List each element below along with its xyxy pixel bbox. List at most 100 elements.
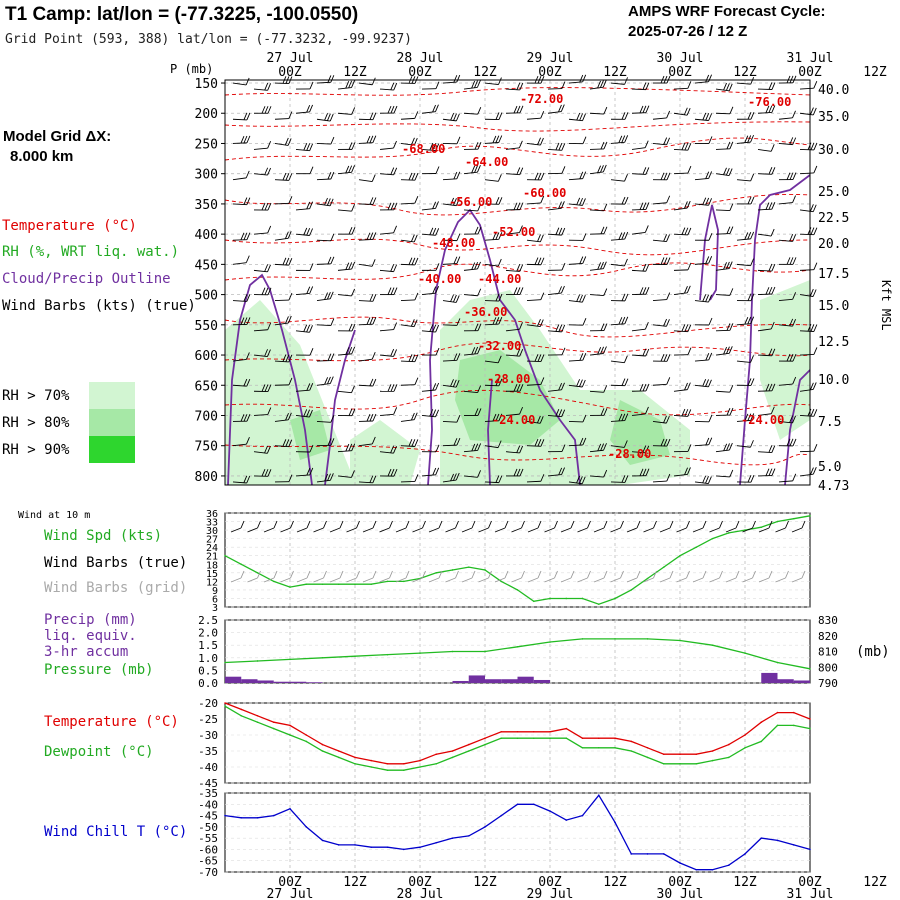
rh80-swatch: [89, 409, 135, 436]
wind-barb: [316, 136, 335, 145]
wind-barb: [757, 348, 776, 357]
legend-wind-barbs-true: Wind Barbs (true): [44, 555, 188, 571]
time-tick-bottom: 00Z: [538, 875, 562, 890]
wind-barb: [757, 383, 776, 392]
wind-barb: [253, 202, 272, 211]
rh-shade-7: [290, 410, 330, 460]
temp-contour-3: [224, 193, 811, 216]
dewpoint-line-point: [370, 766, 373, 768]
wind-barb: [694, 437, 713, 447]
wind-barb: [358, 135, 377, 144]
grid-barb: [247, 570, 261, 583]
temp-tick: -25: [198, 713, 218, 726]
wind-barb: [631, 287, 650, 296]
wind-barb: [568, 197, 586, 206]
wind-speed-line-point: [809, 515, 811, 517]
temp-contour-label: -56.00: [449, 195, 492, 209]
pressure-tick: 250: [195, 137, 218, 152]
wind-speed-line-point: [549, 597, 551, 600]
wind-barb: [589, 443, 607, 453]
wind-barb: [379, 225, 397, 235]
wind-barb: [295, 409, 313, 418]
wind-speed-line-point: [386, 580, 389, 583]
time-tick-top: 12Z: [343, 65, 367, 80]
precip-tick: 1.5: [198, 639, 218, 652]
wind-barb: [631, 468, 650, 477]
wind-barb: [631, 383, 650, 392]
dewpoint-line-point: [386, 769, 389, 771]
wind-barb: [316, 197, 334, 207]
wind-barb: [442, 136, 461, 145]
wind-barb: [274, 354, 293, 363]
wind-speed-line-point: [451, 569, 454, 571]
wind-barb: [673, 467, 691, 477]
temp-contour-7: [224, 342, 811, 362]
wind-barb: [484, 258, 502, 267]
height-tick: 20.0: [818, 237, 849, 252]
wind-barb: [610, 316, 629, 326]
precip-bar: [225, 676, 242, 683]
grid-barb: [230, 570, 245, 583]
wind-barb: [295, 81, 314, 90]
wind-barb: [526, 318, 544, 327]
wind-chill-line-point: [549, 810, 551, 812]
chill-tick: -40: [198, 798, 218, 811]
wind-barb: [526, 474, 545, 483]
wind-barb: [568, 171, 587, 181]
wind-barb: [442, 113, 460, 122]
wind-barb: [673, 142, 692, 151]
wind-barb: [442, 414, 461, 423]
time-tick-top: 12Z: [733, 65, 757, 80]
wind-barb: [295, 444, 314, 453]
wind-barb: [253, 384, 272, 393]
wind-barb: [463, 385, 482, 393]
grid-barb: [676, 570, 690, 583]
grid-barb: [445, 570, 459, 583]
chill-tick: -70: [198, 866, 218, 879]
wind-barb: [505, 445, 524, 454]
wind-barb: [526, 438, 545, 447]
wind-barb: [694, 197, 712, 206]
wind-barb: [610, 135, 629, 144]
precip-bar: [452, 680, 469, 683]
wind-barb: [652, 415, 670, 424]
wind-barb: [631, 263, 650, 272]
surface-barb: [412, 520, 426, 533]
wind-barb: [274, 412, 292, 422]
wind-barb: [316, 256, 335, 265]
wind-barb: [274, 439, 293, 448]
wind-chill-line-point: [679, 862, 681, 864]
pressure-line-point: [809, 668, 811, 670]
dewpoint-line-point: [614, 747, 616, 749]
wind-barb: [715, 141, 734, 150]
wind-barb: [631, 202, 650, 211]
grid-barb: [626, 570, 641, 583]
rh-shade-4: [480, 375, 530, 425]
pressure-tick: 500: [195, 289, 218, 304]
wind-barb: [652, 473, 671, 483]
time-tick-bottom: 12Z: [473, 875, 497, 890]
wind-speed-line-point: [679, 554, 681, 557]
wind-barb: [253, 349, 271, 358]
temp-contour-label: -28.00: [487, 372, 530, 386]
cloud-outline-5: [739, 174, 811, 486]
wind-barb: [400, 111, 419, 120]
wind-barb: [358, 77, 376, 86]
wind-barb: [778, 473, 797, 483]
height-tick: 35.0: [818, 110, 849, 125]
wind-barb: [778, 415, 796, 424]
temp-tick: -20: [198, 697, 218, 710]
wind-barb: [337, 288, 355, 297]
wind-barb: [484, 440, 502, 449]
dewpoint-line-point: [727, 756, 730, 759]
dewpoint-line-point: [224, 705, 226, 707]
wind-chill-line-point: [402, 848, 405, 851]
temp-contour-label: -48.00: [432, 236, 475, 250]
wind-barb: [631, 225, 649, 235]
wind-barb: [694, 294, 712, 303]
wind-barb: [316, 376, 334, 386]
dewpoint-line-point: [240, 715, 243, 717]
wind-barb: [547, 382, 565, 392]
wind-barb: [589, 226, 608, 235]
temperature-line-point: [435, 753, 438, 755]
